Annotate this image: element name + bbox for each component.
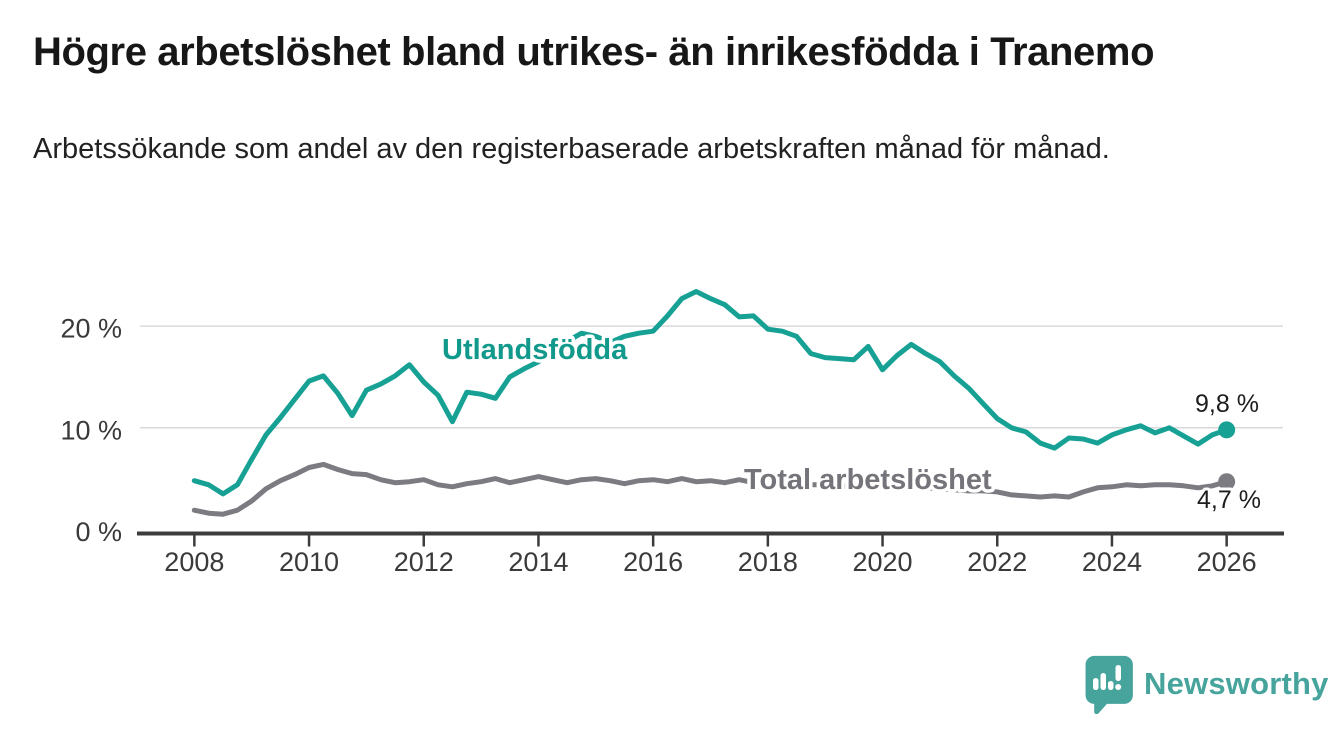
y-tick-label: 20 %: [60, 314, 122, 344]
series-end-dot-0: [1218, 421, 1236, 439]
series-end-dot-1: [1218, 473, 1236, 491]
x-tick-label: 2018: [738, 547, 798, 577]
x-tick-label: 2010: [279, 547, 339, 577]
x-tick-label: 2020: [853, 547, 913, 577]
x-tick-label: 2026: [1197, 547, 1257, 577]
newsworthy-brand: Newsworthy: [1084, 654, 1329, 714]
series-line-1: [191, 461, 1230, 517]
series-line-0: [191, 289, 1230, 497]
series-label-total-arbetsloshet: Total arbetslöshet: [744, 464, 992, 496]
x-tick-label: 2022: [967, 547, 1027, 577]
x-tick-label: 2024: [1082, 547, 1142, 577]
annotations: Utlandsfödda Total arbetslöshet 9,8 % 4,…: [439, 331, 1264, 518]
series-lines: [191, 289, 1236, 517]
end-value-label-total: 4,7 %: [1197, 486, 1261, 514]
newsworthy-logo-text: Newsworthy: [1144, 666, 1329, 701]
page-title: Högre arbetslöshet bland utrikes- än inr…: [33, 30, 1155, 74]
x-tick-label: 2012: [394, 547, 454, 577]
end-value-label-utlandsfodda: 9,8 %: [1195, 390, 1259, 418]
series-label-utlandsfodda: Utlandsfödda: [442, 334, 628, 366]
newsworthy-logo-icon: [1085, 655, 1133, 714]
x-tick-label: 2008: [164, 547, 224, 577]
page-subtitle: Arbetssökande som andel av den registerb…: [33, 133, 1110, 165]
y-tick-label: 0 %: [75, 517, 122, 547]
x-tick-label: 2016: [623, 547, 683, 577]
gridlines: 0 % 10 % 20 %: [60, 314, 1283, 547]
x-tick-label: 2014: [508, 547, 568, 577]
x-axis: 2008 2010 2012 2014 2016 2018 2020 2022 2024 2026: [137, 531, 1284, 577]
y-tick-label: 10 %: [60, 415, 122, 445]
